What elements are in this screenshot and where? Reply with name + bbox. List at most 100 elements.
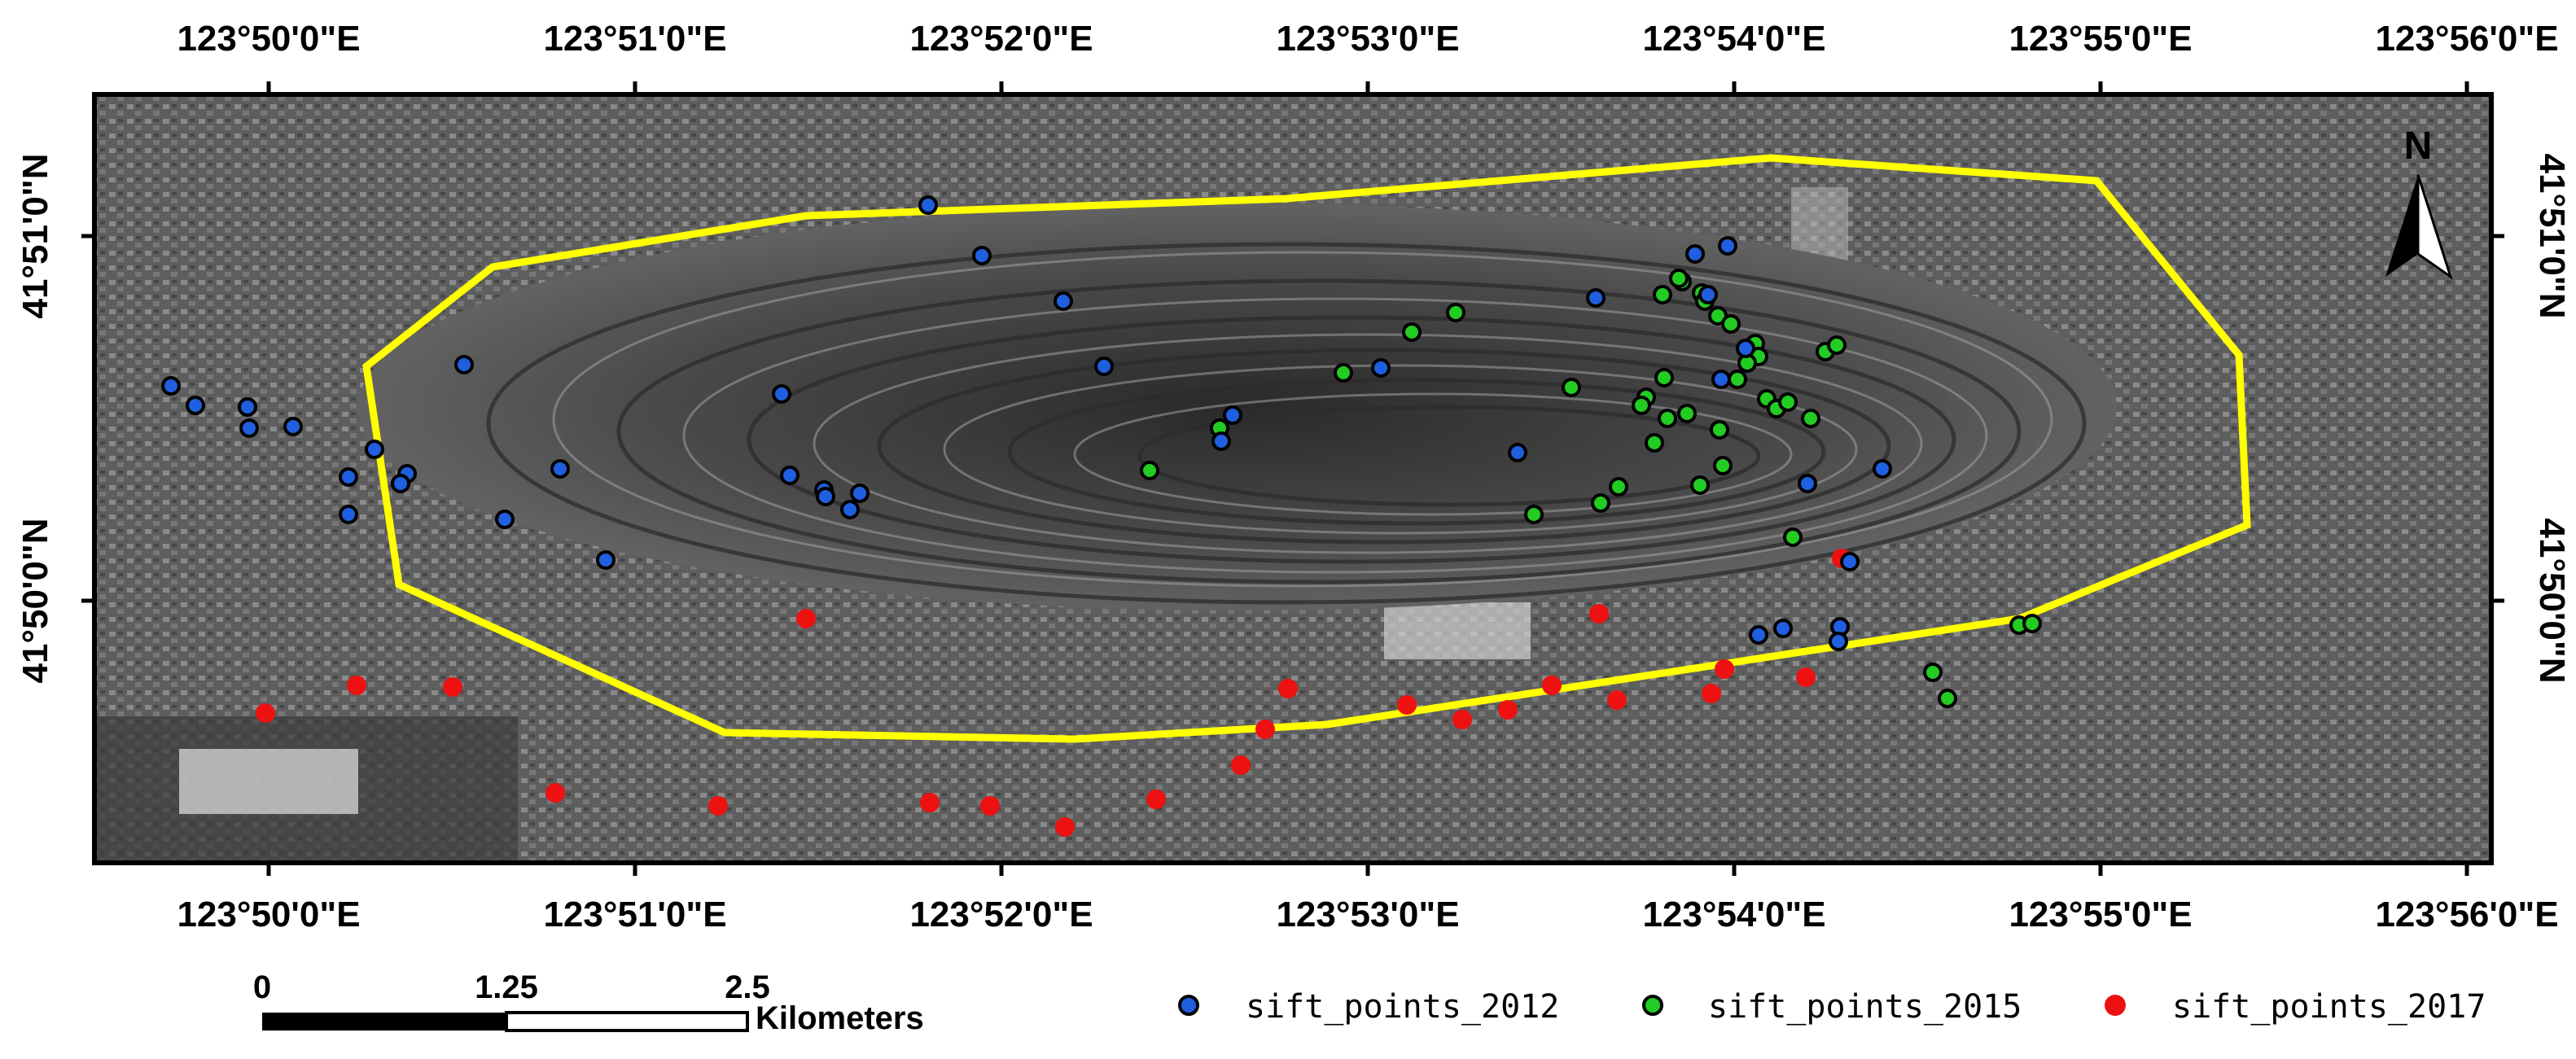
sift-point-2017 <box>1397 695 1417 715</box>
sift-point-2017 <box>545 783 565 803</box>
sift-point-2015 <box>1591 493 1610 513</box>
sift-point-2015 <box>1778 392 1798 412</box>
north-label: N <box>2404 125 2433 168</box>
sift-point-2012 <box>1094 357 1114 376</box>
legend-label-2012: sift_points_2012 <box>1246 988 1559 1026</box>
sift-point-2015 <box>1609 477 1628 497</box>
sift-point-2012 <box>596 550 616 570</box>
sift-point-2012 <box>339 505 358 524</box>
sift-point-2012 <box>1749 625 1768 645</box>
sift-point-2015 <box>1721 314 1741 334</box>
sift-point-2017 <box>443 677 462 697</box>
sift-point-2015 <box>1632 396 1651 415</box>
sift-point-2012 <box>1211 431 1231 451</box>
sift-point-2012 <box>1586 288 1606 308</box>
sift-point-2012 <box>780 466 800 485</box>
sift-point-2017 <box>796 609 816 628</box>
sift-point-2017 <box>980 796 1000 816</box>
top-label: 123°56'0"E <box>2375 19 2558 59</box>
sift-point-2012 <box>816 487 835 506</box>
sift-point-2017 <box>1702 684 1721 703</box>
sift-point-2015 <box>1654 368 1674 387</box>
top-label: 123°50'0"E <box>177 19 360 59</box>
sift-point-2015 <box>1938 689 1957 708</box>
sift-point-2015 <box>1783 527 1803 547</box>
sift-point-2012 <box>850 484 870 503</box>
sift-point-2017 <box>1278 679 1298 698</box>
sift-point-2012 <box>772 384 791 404</box>
sift-point-2012 <box>454 355 474 374</box>
bottom-label: 123°55'0"E <box>2009 895 2192 934</box>
sift-point-2012 <box>840 500 860 519</box>
north-arrow: N <box>2385 125 2453 280</box>
sift-point-2017 <box>347 676 366 695</box>
top-label: 123°54'0"E <box>1642 19 1825 59</box>
map-frame <box>92 92 2494 865</box>
sift-point-2012 <box>918 195 938 215</box>
bottom-label: 123°54'0"E <box>1642 895 1825 934</box>
top-label: 123°52'0"E <box>909 19 1093 59</box>
sift-point-2017 <box>1255 720 1275 739</box>
right-label: 41°51'0"N <box>2532 153 2572 318</box>
scale-bar: 0 1.25 2.5 Kilometers <box>253 969 924 1036</box>
right-label: 41°50'0"N <box>2532 518 2572 683</box>
sift-point-2012 <box>1054 291 1073 311</box>
sift-point-2012 <box>1508 443 1527 462</box>
sift-point-2017 <box>1589 604 1609 624</box>
sift-point-2015 <box>1827 335 1847 355</box>
sift-point-2017 <box>1715 659 1734 679</box>
sift-point-2012 <box>1873 459 1892 479</box>
bottom-label: 123°52'0"E <box>909 895 1093 934</box>
left-label: 41°50'0"N <box>15 518 55 683</box>
sift-point-2012 <box>1711 370 1731 389</box>
sift-point-2017 <box>1452 710 1472 729</box>
sift-point-2012 <box>238 397 257 417</box>
legend: sift_points_2012 sift_points_2015 sift_p… <box>1178 988 2486 1026</box>
top-label: 123°51'0"E <box>543 19 726 59</box>
sift-point-2012 <box>1736 339 1755 358</box>
sift-point-2015 <box>1728 370 1747 389</box>
legend-label-2015: sift_points_2015 <box>1708 988 2022 1026</box>
scale-label: 0 <box>253 969 271 1005</box>
top-label: 123°53'0"E <box>1276 19 1459 59</box>
sift-point-2012 <box>1840 552 1860 571</box>
sift-point-2012 <box>1698 285 1718 304</box>
sift-point-2012 <box>1798 474 1817 493</box>
satellite-imagery <box>94 94 2491 863</box>
sift-point-2015 <box>1562 378 1581 397</box>
sift-points-layer <box>161 195 2042 837</box>
sift-point-2015 <box>1645 433 1664 453</box>
legend-label-2017: sift_points_2017 <box>2172 988 2486 1026</box>
sift-point-2015 <box>1140 461 1159 480</box>
left-latitude-labels: 41°51'0"N 41°50'0"N <box>15 153 55 683</box>
sift-point-2015 <box>1710 420 1729 440</box>
sift-point-2015 <box>1801 409 1820 428</box>
sift-point-2017 <box>1055 817 1075 837</box>
sift-point-2015 <box>1669 269 1689 288</box>
sift-point-2012 <box>283 417 303 436</box>
sift-point-2012 <box>1223 405 1242 425</box>
sift-point-2017 <box>256 703 275 723</box>
sift-point-2015 <box>1713 456 1733 475</box>
sift-point-2012 <box>972 246 992 265</box>
sift-point-2015 <box>1524 505 1544 524</box>
sift-point-2012 <box>239 418 259 438</box>
bottom-label: 123°51'0"E <box>543 895 726 934</box>
scale-label: 1.25 <box>475 969 538 1005</box>
sift-point-2015 <box>1677 404 1697 423</box>
sift-point-2012 <box>365 440 384 459</box>
sift-point-2012 <box>339 467 358 487</box>
legend-marker-2012 <box>1178 995 1199 1016</box>
sift-point-2015 <box>1334 363 1353 383</box>
sift-point-2017 <box>1542 676 1562 695</box>
sift-point-2017 <box>708 796 728 816</box>
sift-point-2015 <box>1658 409 1677 428</box>
sift-point-2012 <box>550 459 570 479</box>
right-latitude-labels: 41°51'0"N 41°50'0"N <box>2532 153 2572 683</box>
sift-point-2017 <box>920 793 940 812</box>
sift-point-2012 <box>1829 632 1848 651</box>
sift-point-2017 <box>1607 690 1627 710</box>
sift-point-2012 <box>1773 619 1793 638</box>
sift-point-2015 <box>1446 303 1465 322</box>
